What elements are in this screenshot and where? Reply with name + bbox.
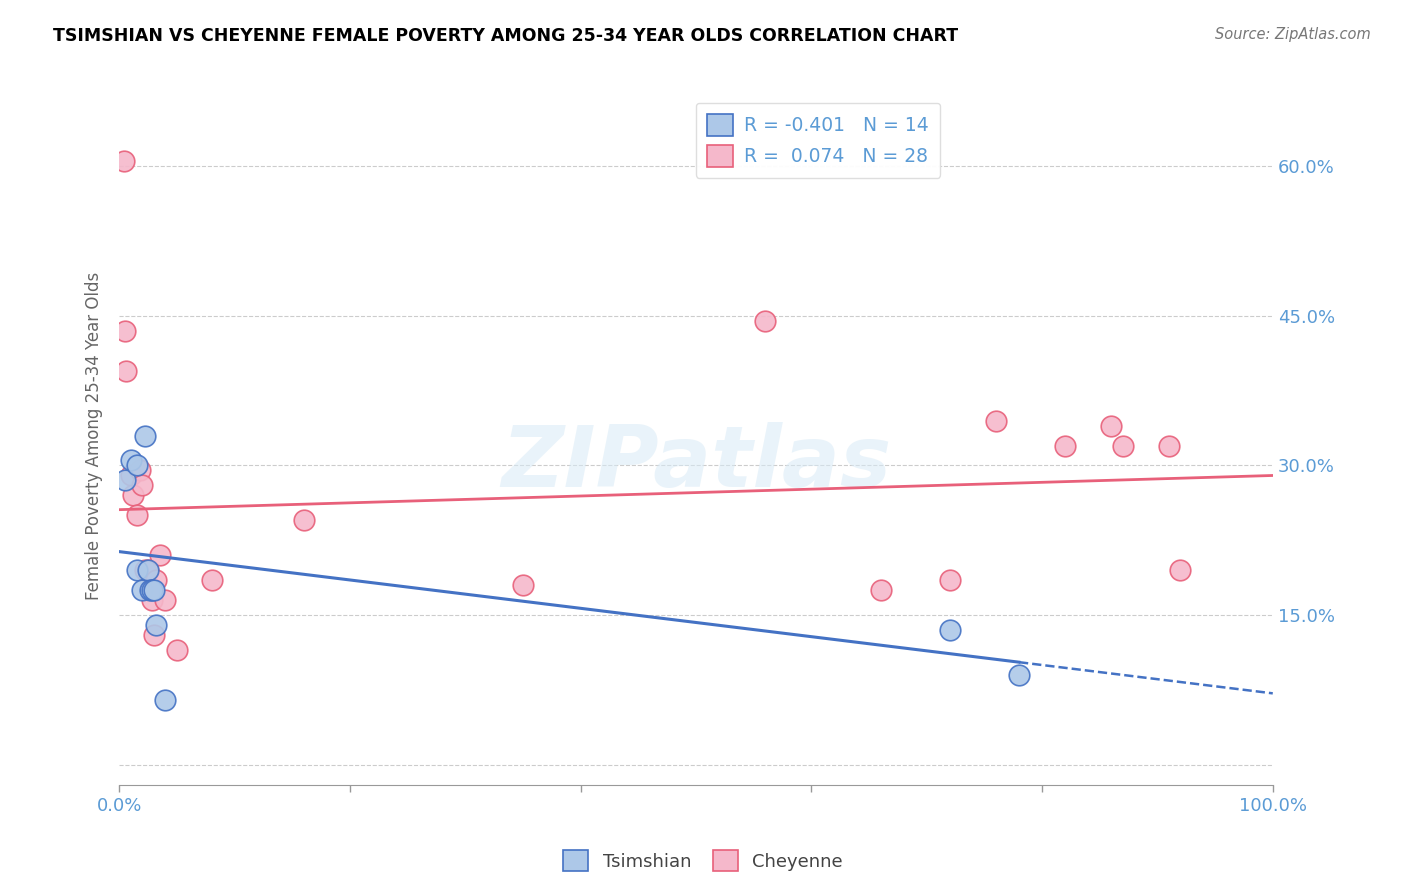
Point bbox=[114, 474, 136, 488]
Point bbox=[142, 628, 165, 642]
Point bbox=[129, 463, 152, 477]
Point bbox=[145, 618, 167, 632]
Point bbox=[939, 573, 962, 587]
Point bbox=[1099, 418, 1122, 433]
Point bbox=[984, 414, 1007, 428]
Text: Source: ZipAtlas.com: Source: ZipAtlas.com bbox=[1215, 27, 1371, 42]
Point bbox=[166, 643, 188, 657]
Point bbox=[1157, 438, 1180, 452]
Point bbox=[125, 458, 148, 473]
Point bbox=[120, 453, 142, 467]
Point bbox=[125, 563, 148, 577]
Point bbox=[149, 549, 172, 563]
Point bbox=[155, 693, 177, 707]
Point bbox=[131, 478, 153, 492]
Point bbox=[114, 324, 136, 338]
Point bbox=[136, 563, 159, 577]
Point bbox=[134, 428, 156, 442]
Point bbox=[1112, 438, 1135, 452]
Text: ZIPatlas: ZIPatlas bbox=[501, 422, 891, 505]
Point bbox=[292, 513, 315, 527]
Point bbox=[512, 578, 534, 592]
Text: TSIMSHIAN VS CHEYENNE FEMALE POVERTY AMONG 25-34 YEAR OLDS CORRELATION CHART: TSIMSHIAN VS CHEYENNE FEMALE POVERTY AMO… bbox=[53, 27, 959, 45]
Point bbox=[1054, 438, 1077, 452]
Point bbox=[141, 583, 163, 598]
Point bbox=[139, 583, 162, 598]
Point bbox=[112, 154, 135, 169]
Point bbox=[145, 573, 167, 587]
Point bbox=[141, 593, 163, 607]
Point bbox=[142, 583, 165, 598]
Legend: R = -0.401   N = 14, R =  0.074   N = 28: R = -0.401 N = 14, R = 0.074 N = 28 bbox=[696, 103, 941, 178]
Point bbox=[115, 364, 138, 378]
Point bbox=[939, 623, 962, 637]
Point bbox=[1008, 668, 1031, 682]
Legend: Tsimshian, Cheyenne: Tsimshian, Cheyenne bbox=[555, 843, 851, 879]
Point bbox=[155, 593, 177, 607]
Point bbox=[869, 583, 891, 598]
Point bbox=[200, 573, 222, 587]
Point bbox=[131, 583, 153, 598]
Point bbox=[125, 508, 148, 523]
Point bbox=[134, 563, 156, 577]
Point bbox=[754, 314, 776, 328]
Point bbox=[122, 488, 145, 502]
Point bbox=[120, 468, 142, 483]
Point bbox=[1170, 563, 1192, 577]
Y-axis label: Female Poverty Among 25-34 Year Olds: Female Poverty Among 25-34 Year Olds bbox=[86, 271, 103, 599]
Point bbox=[136, 563, 159, 577]
